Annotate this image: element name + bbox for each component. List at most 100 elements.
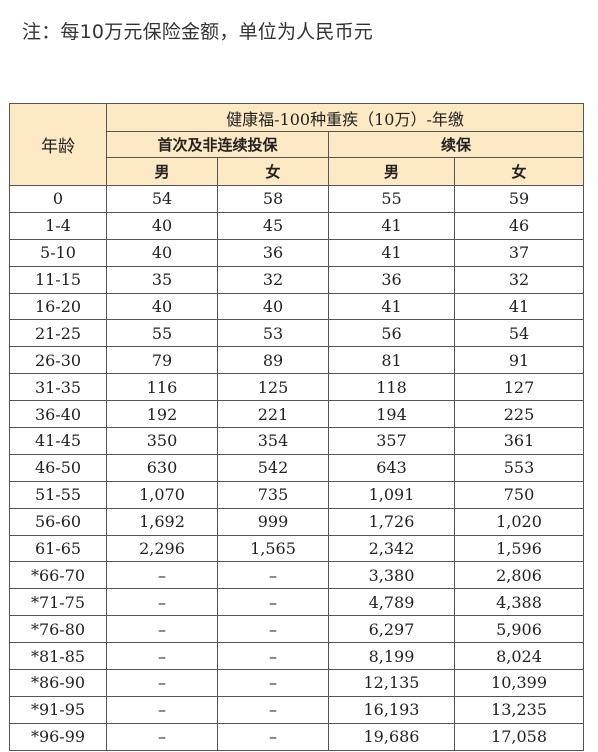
renew-female-cell: 41	[453, 292, 585, 321]
renew-female-cell: 127	[453, 373, 585, 402]
first-female-cell: –	[217, 695, 329, 724]
first-male-cell: 1,070	[106, 480, 218, 509]
table-row: 11-15 35 32 36 32	[9, 265, 585, 294]
renew-female-cell: 32	[453, 265, 585, 294]
age-cell: *91-95	[9, 695, 107, 724]
renew-male-cell: 4,789	[328, 588, 455, 617]
age-cell: 56-60	[9, 507, 107, 536]
renew-female-cell: 8,024	[453, 642, 585, 671]
age-cell: 26-30	[9, 346, 107, 375]
table-row: 1-4 40 45 41 46	[9, 211, 585, 240]
first-male-cell: 40	[106, 238, 218, 267]
renew-male-cell: 19,686	[328, 722, 455, 751]
footnote: 注：每10万元保险金额，单位为人民币元	[22, 21, 373, 43]
first-female-cell: 53	[217, 319, 329, 348]
renew-female-cell: 91	[453, 346, 585, 375]
first-female-header: 女	[217, 157, 329, 186]
table-row: 36-40 192 221 194 225	[9, 400, 585, 429]
renew-female-cell: 59	[453, 185, 585, 213]
renew-male-cell: 2,342	[328, 534, 455, 563]
renew-male-cell: 194	[328, 400, 455, 429]
age-cell: 51-55	[9, 480, 107, 509]
table-row: 31-35 116 125 118 127	[9, 373, 585, 402]
table-row: *66-70 – – 3,380 2,806	[9, 561, 585, 590]
first-female-cell: 221	[217, 400, 329, 429]
renew-male-cell: 41	[328, 238, 455, 267]
table-row: 46-50 630 542 643 553	[9, 453, 585, 482]
age-cell: 21-25	[9, 319, 107, 348]
first-female-cell: –	[217, 561, 329, 590]
group-header-renew: 续保	[327, 131, 585, 158]
table-row: 51-55 1,070 735 1,091 750	[9, 480, 585, 509]
table-row: 16-20 40 40 41 41	[9, 292, 585, 321]
renew-male-cell: 81	[328, 346, 455, 375]
first-female-cell: 999	[217, 507, 329, 536]
age-cell: 46-50	[9, 453, 107, 482]
age-cell: *86-90	[9, 669, 107, 697]
first-female-cell: 45	[217, 211, 329, 240]
age-cell: *71-75	[9, 588, 107, 617]
first-female-cell: 36	[217, 238, 329, 267]
first-male-cell: 40	[106, 292, 218, 321]
first-female-cell: –	[217, 615, 329, 644]
renew-female-cell: 46	[453, 211, 585, 240]
first-male-header: 男	[106, 157, 218, 186]
first-female-cell: 58	[217, 185, 329, 213]
table-row: 61-65 2,296 1,565 2,342 1,596	[9, 534, 585, 563]
renew-male-cell: 12,135	[328, 669, 455, 697]
table-row: 21-25 55 53 56 54	[9, 319, 585, 348]
renew-female-cell: 2,806	[453, 561, 585, 590]
age-column-header: 年龄	[9, 103, 107, 186]
renew-female-cell: 225	[453, 400, 585, 429]
renew-male-cell: 6,297	[328, 615, 455, 644]
first-female-cell: 735	[217, 480, 329, 509]
first-male-cell: 1,692	[106, 507, 218, 536]
age-cell: *81-85	[9, 642, 107, 671]
renew-female-cell: 10,399	[453, 669, 585, 697]
renew-female-cell: 54	[453, 319, 585, 348]
age-cell: *66-70	[9, 561, 107, 590]
table-row: 5-10 40 36 41 37	[9, 238, 585, 267]
table-row: *96-99 – – 19,686 17,058	[9, 722, 585, 751]
first-female-cell: –	[217, 669, 329, 697]
age-cell: 16-20	[9, 292, 107, 321]
first-male-cell: 54	[106, 185, 218, 213]
age-cell: 31-35	[9, 373, 107, 402]
first-male-cell: 40	[106, 211, 218, 240]
renew-male-cell: 3,380	[328, 561, 455, 590]
age-cell: 61-65	[9, 534, 107, 563]
table-row: 41-45 350 354 357 361	[9, 427, 585, 455]
first-female-cell: –	[217, 722, 329, 751]
renew-female-cell: 553	[453, 453, 585, 482]
group-header-first: 首次及非连续投保	[106, 131, 329, 158]
first-male-cell: 116	[106, 373, 218, 402]
first-male-cell: –	[106, 722, 218, 751]
first-female-cell: 1,565	[217, 534, 329, 563]
first-female-cell: 354	[217, 427, 329, 455]
table-row: *76-80 – – 6,297 5,906	[9, 615, 585, 644]
first-female-cell: –	[217, 642, 329, 671]
renew-female-cell: 750	[453, 480, 585, 509]
first-male-cell: –	[106, 695, 218, 724]
renew-male-cell: 41	[328, 211, 455, 240]
first-male-cell: 2,296	[106, 534, 218, 563]
table-row: *81-85 – – 8,199 8,024	[9, 642, 585, 671]
renew-male-header: 男	[328, 157, 455, 186]
renew-male-cell: 56	[328, 319, 455, 348]
first-male-cell: –	[106, 669, 218, 697]
renew-male-cell: 41	[328, 292, 455, 321]
renew-male-cell: 118	[328, 373, 455, 402]
age-cell: 0	[9, 185, 107, 213]
first-female-cell: –	[217, 588, 329, 617]
renew-male-cell: 357	[328, 427, 455, 455]
age-cell: *96-99	[9, 722, 107, 751]
table-row: 56-60 1,692 999 1,726 1,020	[9, 507, 585, 536]
first-female-cell: 89	[217, 346, 329, 375]
renew-female-cell: 1,596	[453, 534, 585, 563]
renew-male-cell: 8,199	[328, 642, 455, 671]
table-row: 0 54 58 55 59	[9, 185, 585, 213]
first-male-cell: 79	[106, 346, 218, 375]
first-male-cell: 630	[106, 453, 218, 482]
renew-male-cell: 1,726	[328, 507, 455, 536]
premium-table: 年龄 健康福-100种重疾（10万）-年缴 首次及非连续投保 续保 男 女 男 …	[9, 103, 585, 751]
